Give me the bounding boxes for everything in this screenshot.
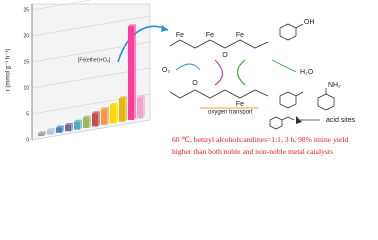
bar-side: [80, 119, 82, 130]
bar-side: [143, 95, 145, 119]
o2-label: O₂: [162, 67, 170, 74]
bar: [110, 105, 116, 124]
arrow: [175, 63, 201, 71]
arrow-head: [296, 116, 302, 124]
y-tick-label: 5: [26, 111, 29, 117]
bar-top: [38, 131, 46, 134]
bar-side: [62, 125, 64, 133]
y-tick-label: 20: [23, 33, 29, 39]
grid-line: [31, 119, 151, 141]
bar-top: [92, 111, 100, 114]
oxygen-transport: oxygen transport: [208, 110, 253, 116]
bar-top: [128, 24, 136, 27]
bar-top: [101, 107, 109, 110]
bar: [137, 97, 143, 119]
arrow-head: [161, 25, 168, 32]
oh-label: OH: [304, 19, 315, 26]
bond: [295, 91, 304, 97]
acid-sites: acid sites: [326, 117, 356, 124]
grid-line: [31, 15, 151, 37]
y-tick-label: 0: [26, 137, 29, 143]
grid-line: [31, 0, 93, 11]
bar: [83, 117, 89, 128]
annotation: [Fe(ether)+O₂]: [78, 57, 111, 63]
caption-line: 60 ℃, benzyl alcohols:anilines=1:1, 3 h,…: [172, 135, 348, 144]
benzene-ring: [279, 91, 297, 109]
bar: [38, 133, 44, 136]
bar: [119, 98, 125, 122]
structure: [169, 39, 269, 49]
arrow: [271, 59, 297, 73]
o-label: O: [192, 80, 198, 87]
bar-top: [137, 95, 145, 98]
structure: [169, 89, 269, 99]
bar-top: [83, 115, 91, 118]
bar: [92, 113, 98, 127]
graphical-abstract: r (mmol g⁻¹ h⁻¹) [Fe(ether)+O₂] Fe Fe O …: [6, 0, 356, 156]
bar-side: [53, 128, 55, 135]
arrow: [236, 59, 246, 86]
bar: [47, 130, 53, 135]
y-tick-label: 25: [23, 7, 29, 13]
o-label: O: [222, 52, 228, 59]
bar-side: [71, 122, 73, 132]
bar-side: [44, 131, 46, 136]
bar-side: [89, 115, 91, 128]
h2o-label: H₂O: [300, 69, 314, 76]
benzene-ring: [279, 23, 297, 41]
bar-top: [65, 122, 73, 125]
bar-side: [134, 24, 136, 120]
bar-top: [74, 119, 82, 122]
bar: [101, 109, 107, 125]
y-axis-label: r (mmol g⁻¹ h⁻¹): [6, 49, 12, 92]
benzene-ring: [269, 116, 283, 130]
benzene-ring: [317, 93, 335, 111]
arrow: [214, 59, 224, 86]
bond: [295, 23, 304, 29]
bar: [74, 121, 80, 130]
nh2-label: NH₂: [328, 82, 341, 89]
y-tick-label: 10: [23, 85, 29, 91]
bar-top: [119, 96, 127, 99]
bar-top: [47, 128, 55, 131]
bar-side: [98, 111, 100, 127]
bar-side: [125, 96, 127, 122]
bar: [56, 127, 62, 133]
fe-label: Fe: [236, 32, 244, 39]
bar-side: [107, 107, 109, 125]
bar-top: [56, 125, 64, 128]
bond: [281, 116, 295, 121]
bar: [65, 124, 71, 132]
bar-side: [116, 103, 118, 124]
caption-line: higher than both noble and non-noble met…: [172, 147, 333, 156]
bar: [128, 26, 134, 120]
bar-top: [110, 103, 118, 105]
y-tick-label: 15: [23, 59, 29, 65]
fe-label: Fe: [206, 32, 214, 39]
fe-label: Fe: [176, 32, 184, 39]
fe-label: Fe: [236, 101, 244, 108]
